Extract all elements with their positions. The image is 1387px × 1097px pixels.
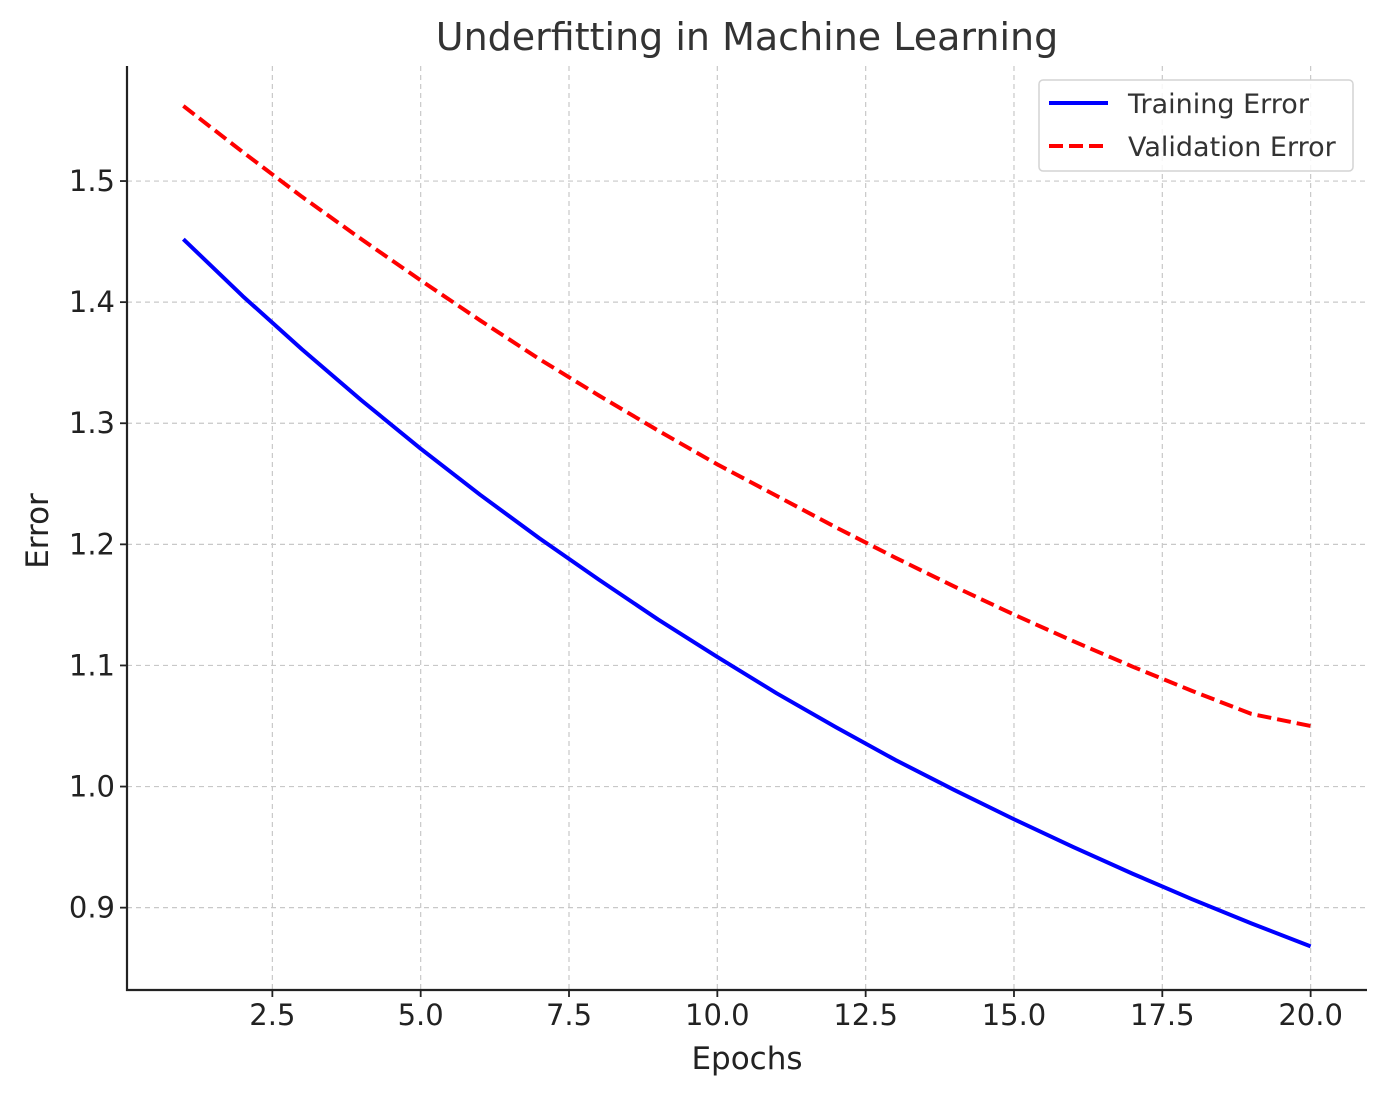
x-tick-label: 2.5	[249, 998, 295, 1032]
axes	[125, 66, 1367, 992]
x-tick-label: 12.5	[833, 998, 898, 1032]
legend-frame	[1038, 79, 1354, 172]
x-tick-label: 10.0	[685, 998, 750, 1032]
series-line-training-error	[181, 237, 1312, 949]
y-tick-label: 1.4	[69, 285, 115, 319]
chart-title: Underfitting in Machine Learning	[436, 15, 1058, 59]
legend-label-validation-error: Validation Error	[1128, 132, 1337, 163]
grid-lines	[127, 66, 1367, 990]
y-tick-label: 1.2	[69, 527, 115, 561]
x-axis-ticks: 2.5 5.0 7.5 10.0 12.5 15.0 17.5 20.0	[249, 990, 1343, 1032]
y-tick-label: 1.1	[69, 648, 115, 682]
x-tick-label: 7.5	[546, 998, 592, 1032]
series-lines	[181, 104, 1312, 949]
x-tick-label: 5.0	[398, 998, 444, 1032]
series-line-validation-error	[182, 104, 1312, 728]
y-tick-label: 1.3	[69, 406, 115, 440]
y-axis-ticks: 0.9 1.0 1.1 1.2 1.3 1.4 1.5	[69, 164, 127, 925]
legend-label-training-error: Training Error	[1127, 89, 1310, 120]
x-tick-label: 15.0	[982, 998, 1047, 1032]
y-tick-label: 0.9	[69, 891, 115, 925]
y-axis-label: Error	[20, 493, 56, 569]
y-tick-label: 1.5	[69, 164, 115, 198]
legend: Training Error Validation Error	[1038, 79, 1354, 172]
x-axis-label: Epochs	[691, 1041, 802, 1077]
y-tick-label: 1.0	[69, 770, 115, 804]
x-tick-label: 20.0	[1278, 998, 1343, 1032]
x-tick-label: 17.5	[1130, 998, 1195, 1032]
